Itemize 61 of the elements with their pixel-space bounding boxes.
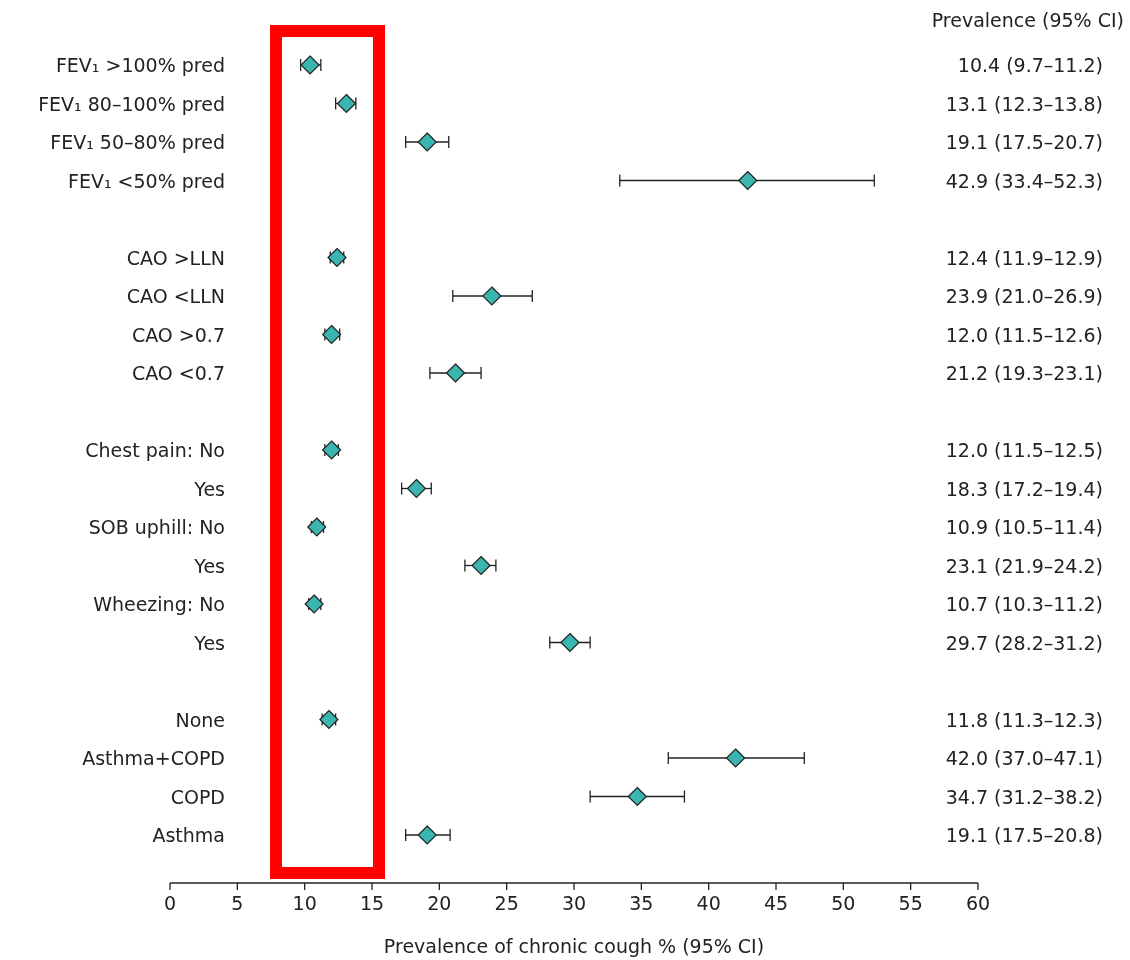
x-tick-label: 5 — [231, 892, 244, 914]
point — [482, 286, 502, 306]
data-label: 19.1 (17.5–20.8) — [945, 824, 1103, 846]
point — [471, 555, 491, 576]
point — [406, 478, 427, 499]
y-tick-label: Asthma — [152, 824, 225, 846]
annotation: Prevalence (95% CI) — [931, 9, 1124, 31]
point — [726, 748, 746, 768]
data-label: 23.9 (21.0–26.9) — [945, 285, 1103, 307]
y-tick-label: Yes — [193, 554, 225, 577]
data-label: 11.8 (11.3–12.3) — [945, 708, 1103, 731]
y-tick-label: Yes — [193, 631, 225, 654]
x-tick-label: 45 — [763, 892, 789, 914]
data-label: 12.0 (11.5–12.6) — [945, 323, 1103, 346]
y-tick-label: FEV₁ <50% pred — [68, 169, 225, 192]
x-axis-title: Prevalence of chronic cough % (95% CI) — [383, 935, 765, 957]
x-tick-label: 25 — [494, 892, 519, 914]
y-tick-label: SOB uphill: No — [88, 516, 225, 538]
y-tick-label: None — [175, 708, 225, 731]
point — [445, 363, 466, 383]
y-tick-label: CAO <0.7 — [131, 362, 225, 384]
x-tick-label: 20 — [427, 892, 452, 914]
data-label: 23.1 (21.9–24.2) — [945, 554, 1103, 577]
x-tick-label: 60 — [965, 892, 991, 914]
point — [417, 825, 437, 845]
y-tick-label: FEV₁ 50–80% pred — [50, 131, 225, 153]
data-label: 19.1 (17.5–20.7) — [945, 131, 1103, 153]
point — [560, 632, 580, 653]
data-label: 10.4 (9.7–11.2) — [957, 54, 1103, 76]
x-tick-label: 0 — [163, 892, 177, 914]
data-label: 12.0 (11.5–12.5) — [945, 439, 1103, 461]
data-label: 42.9 (33.4–52.3) — [945, 169, 1103, 192]
x-tick-label: 10 — [292, 892, 317, 914]
y-tick-label: FEV₁ 80–100% pred — [38, 92, 225, 115]
x-tick-label: 30 — [561, 892, 587, 914]
data-label: 12.4 (11.9–12.9) — [945, 246, 1103, 269]
point — [627, 786, 647, 807]
x-tick-label: 55 — [898, 892, 923, 914]
y-tick-label: CAO >0.7 — [131, 323, 225, 346]
data-label: 18.3 (17.2–19.4) — [945, 477, 1103, 500]
x-tick-label: 50 — [831, 892, 856, 914]
y-tick-label: CAO >LLN — [126, 246, 225, 269]
data-label: 10.9 (10.5–11.4) — [945, 516, 1103, 538]
y-tick-label: FEV₁ >100% pred — [55, 54, 225, 76]
y-tick-label: Chest pain: No — [85, 439, 225, 461]
data-label: 34.7 (31.2–38.2) — [945, 785, 1103, 808]
data-label: 29.7 (28.2–31.2) — [945, 631, 1103, 654]
data-label: 42.0 (37.0–47.1) — [945, 747, 1103, 769]
data-label: 10.7 (10.3–11.2) — [945, 593, 1103, 615]
data-label: 13.1 (12.3–13.8) — [945, 92, 1103, 115]
point — [738, 170, 758, 191]
y-tick-label: Asthma+COPD — [82, 747, 225, 769]
y-tick-label: COPD — [170, 785, 225, 808]
x-tick-label: 40 — [696, 892, 721, 914]
y-tick-label: Wheezing: No — [93, 593, 225, 615]
y-tick-label: CAO <LLN — [126, 285, 225, 307]
x-tick-label: 15 — [359, 892, 385, 914]
y-tick-label: Yes — [193, 477, 225, 500]
point — [417, 132, 437, 152]
x-tick-label: 35 — [629, 892, 654, 914]
data-label: 21.2 (19.3–23.1) — [945, 362, 1103, 384]
